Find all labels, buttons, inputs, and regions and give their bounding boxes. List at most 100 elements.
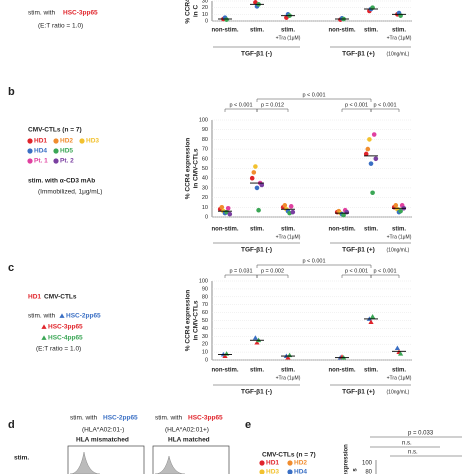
data-point [252, 335, 258, 340]
p-value: p = 0.012 [261, 102, 284, 108]
y-tick-label: 0 [205, 357, 208, 363]
data-point [251, 170, 257, 175]
data-point [290, 209, 296, 215]
p-value: p < 0.001 [229, 102, 252, 108]
x-tick-note: +Tra (1μM) [387, 375, 412, 381]
legend-label: HSC-2pp65 [66, 313, 101, 320]
bracket [341, 108, 372, 112]
y-tick-label: 100 [199, 278, 208, 284]
x-tick-label: non-stim. [212, 227, 239, 233]
panel-title: CMV-CTLs (n = 7) [262, 452, 316, 459]
legend-swatch [59, 313, 65, 318]
y-tick-label: 20 [202, 342, 208, 348]
p-value: n.s. [402, 441, 412, 447]
bracket [256, 274, 289, 278]
data-point [398, 208, 403, 214]
x-tick-label: stim. [392, 368, 406, 374]
p-value: p < 0.001 [345, 102, 368, 108]
bracket [256, 264, 372, 268]
panel-label: d [8, 419, 15, 431]
stim-target: HSC-2pp65 [103, 415, 138, 422]
y-tick-label: 20 [202, 195, 208, 201]
data-point [282, 203, 288, 208]
y-tick-label: 10 [202, 350, 208, 356]
data-point [367, 137, 372, 142]
y-tick-label: 90 [202, 127, 208, 133]
histogram-frame [67, 445, 145, 474]
bracket [341, 274, 372, 278]
legend-label: HD2 [294, 460, 307, 467]
legend-swatch [287, 460, 293, 466]
data-point [393, 203, 399, 208]
y-tick-label: 90 [202, 286, 208, 292]
panel-label: e [245, 419, 251, 431]
stim-target: HSC-3pp65 [63, 10, 98, 17]
y-tick-label: 0 [205, 214, 208, 220]
p-value: p = 0.002 [261, 268, 284, 274]
p-value: p = 0.033 [408, 431, 434, 437]
data-point [225, 205, 231, 211]
legend-swatch [53, 158, 59, 164]
y-tick-label: 80 [365, 470, 372, 474]
p-value: n.s. [408, 450, 418, 456]
p-value: p < 0.001 [345, 268, 368, 274]
y-tick-label: 40 [202, 176, 208, 182]
bracket [370, 108, 400, 112]
legend-label: HSC-3pp65 [48, 324, 83, 331]
hla: (HLA*A02:01-) [82, 427, 124, 434]
data-point [368, 319, 374, 324]
y-tick-label: 100 [199, 117, 208, 123]
data-point [370, 313, 376, 319]
data-point [253, 164, 258, 169]
y-tick-label: 10 [202, 12, 208, 18]
stim-text: stim. with [155, 415, 182, 422]
y-tick-label: 70 [202, 147, 208, 153]
data-point [288, 204, 294, 209]
group-note: (10ng/mL) [387, 51, 410, 57]
group-label: TGF-β1 (-) [241, 247, 272, 254]
bracket [256, 108, 289, 112]
legend-label: HD3 [266, 469, 279, 474]
data-point [219, 205, 225, 210]
x-tick-note: +Tra (1μM) [276, 375, 301, 381]
x-tick-label: stim. [281, 368, 295, 374]
x-tick-label: non-stim. [329, 227, 356, 233]
stim-text: stim. with α-CD3 mAb [28, 178, 95, 185]
x-tick-label: stim. [392, 28, 406, 34]
stim-target: HSC-3pp65 [188, 415, 223, 422]
legend-swatch [27, 138, 33, 144]
data-point [371, 132, 377, 137]
stim-text: stim. with [28, 10, 55, 17]
group-label: TGF-β1 (+) [342, 247, 375, 254]
bracket [224, 274, 258, 278]
data-point [222, 353, 228, 358]
y-tick-label: 10 [202, 205, 208, 211]
ratio-text: (E:T ratio = 1.0) [36, 346, 81, 353]
stim-note: (Immobilized, 1μg/mL) [38, 189, 102, 196]
data-point [341, 212, 346, 218]
legend-label: HD4 [294, 469, 307, 474]
data-point [365, 146, 371, 152]
y-axis-label: in C [193, 5, 200, 18]
x-tick-label: stim. [250, 227, 264, 233]
y-tick-label: 100 [362, 461, 373, 467]
data-point [363, 151, 369, 157]
data-point [394, 345, 400, 351]
y-axis-label: % CCR4 expression [185, 290, 192, 351]
data-point [256, 207, 261, 213]
y-tick-label: 70 [202, 302, 208, 308]
y-tick-label: 20 [202, 5, 208, 11]
y-axis-label: expression [344, 444, 350, 474]
legend-swatch [53, 148, 59, 154]
y-axis-label: s [353, 468, 359, 472]
y-tick-label: 60 [202, 310, 208, 316]
row-label: stim. [14, 455, 29, 462]
panel-title: CMV-CTLs [44, 294, 77, 301]
y-tick-label: 40 [202, 326, 208, 332]
x-tick-label: non-stim. [329, 28, 356, 34]
data-point [373, 156, 379, 162]
y-axis-label: % CCR4 [185, 0, 192, 24]
y-axis-label: % CCR4 expression [185, 138, 192, 199]
legend-swatch [53, 138, 59, 144]
